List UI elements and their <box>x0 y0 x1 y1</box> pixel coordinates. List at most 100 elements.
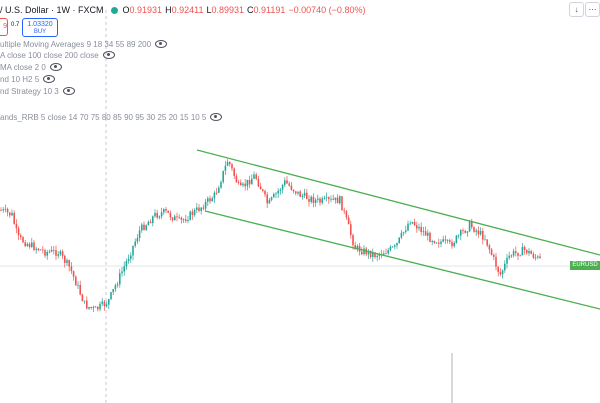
candle-body <box>361 251 363 255</box>
candle-body <box>345 211 348 218</box>
eye-icon[interactable] <box>43 75 56 83</box>
eye-icon[interactable] <box>62 87 75 95</box>
candle-body <box>486 239 488 246</box>
candle-body <box>398 237 400 243</box>
candle-body <box>495 256 497 267</box>
candle-body <box>277 190 279 194</box>
candle-body <box>72 271 75 277</box>
candle-body <box>138 230 141 239</box>
candle-body <box>156 212 158 218</box>
candle-body <box>226 161 229 166</box>
channel-lower-line[interactable] <box>204 210 600 310</box>
candle-body <box>438 242 440 244</box>
candle-body <box>61 251 64 256</box>
candle-body <box>134 241 136 246</box>
candle-body <box>493 254 495 257</box>
candle-body <box>299 191 301 197</box>
channel-upper-line[interactable] <box>196 149 600 256</box>
eye-icon[interactable] <box>49 63 62 71</box>
candle-body <box>79 284 81 295</box>
candle-body <box>473 227 475 232</box>
candle-body <box>442 239 444 242</box>
market-status-icon <box>110 6 118 14</box>
candle-body <box>369 250 372 258</box>
indicator-legend-item[interactable]: nd 10 H2 5 <box>0 73 56 85</box>
candle-body <box>17 228 20 236</box>
indicator-legend-item[interactable]: A close 100 close 200 close <box>0 49 115 61</box>
candle-body <box>303 192 306 196</box>
candle-body <box>363 248 365 255</box>
candle-body <box>136 238 139 242</box>
candle-body <box>26 243 29 247</box>
price-label-eurusd: EURUSD <box>570 261 600 270</box>
candles-group <box>0 159 541 312</box>
candle-body <box>44 250 46 256</box>
candle-body <box>248 179 251 185</box>
candle-body <box>149 221 152 224</box>
candle-body <box>233 168 235 177</box>
candle-body <box>515 251 517 253</box>
candle-body <box>202 207 205 209</box>
candle-body <box>532 254 535 258</box>
candle-body <box>497 266 499 273</box>
candle-body <box>471 221 473 228</box>
chevron-down-icon[interactable]: ↓ <box>569 2 584 17</box>
candle-body <box>22 237 24 243</box>
indicator-legend-item[interactable]: MA close 2 0 <box>0 61 62 73</box>
buy-button[interactable]: 1.03320 BUY <box>22 18 58 37</box>
candle-body <box>424 231 427 236</box>
candle-body <box>215 192 218 194</box>
candle-body <box>141 224 143 231</box>
candle-body <box>121 271 123 274</box>
indicator-label: nd 10 H2 5 <box>0 74 40 84</box>
candle-body <box>334 197 337 200</box>
indicator-legend-item[interactable]: ultiple Moving Averages 9 18 34 55 89 20… <box>0 38 168 50</box>
ohlc-high: H0.92411 <box>165 5 204 15</box>
eye-icon[interactable] <box>102 51 115 59</box>
candle-body <box>328 197 330 200</box>
ohlc-low: L0.89931 <box>206 5 245 15</box>
candle-body <box>292 189 295 192</box>
candle-body <box>116 284 119 286</box>
candle-body <box>341 196 343 211</box>
candle-body <box>66 260 68 263</box>
candle-body <box>477 230 480 235</box>
candle-body <box>191 211 194 216</box>
candle-body <box>0 210 2 211</box>
candle-body <box>185 219 187 222</box>
candle-body <box>475 230 477 232</box>
candle-body <box>55 250 57 256</box>
candle-body <box>53 249 55 251</box>
more-icon[interactable]: ⋯ <box>585 2 600 17</box>
candle-body <box>310 196 312 202</box>
candle-body <box>209 198 211 202</box>
candle-body <box>196 207 198 210</box>
symbol-title[interactable]: / U.S. Dollar · 1W · FXCM <box>0 5 104 15</box>
sell-button[interactable]: 9 <box>0 18 8 36</box>
candle-body <box>99 303 101 310</box>
candle-body <box>449 240 451 242</box>
candle-body <box>444 239 447 241</box>
indicator-legend-item[interactable]: nd Strategy 10 3 <box>0 85 75 97</box>
candle-body <box>50 249 53 252</box>
candle-body <box>405 230 407 233</box>
candle-body <box>482 230 484 240</box>
indicator-legend-item[interactable]: ands_RRB 5 close 14 70 75 80 85 90 95 30… <box>0 111 223 123</box>
candle-body <box>244 183 246 187</box>
candle-body <box>35 248 37 250</box>
candle-body <box>182 219 185 221</box>
candle-body <box>46 251 48 256</box>
eye-icon[interactable] <box>155 40 168 48</box>
candle-body <box>240 182 242 186</box>
eye-icon[interactable] <box>210 113 223 121</box>
candle-body <box>336 197 339 204</box>
candle-body <box>385 253 387 255</box>
candle-body <box>176 216 178 218</box>
indicator-label: MA close 2 0 <box>0 62 46 72</box>
candle-body <box>200 207 202 212</box>
indicator-label: ultiple Moving Averages 9 18 34 55 89 20… <box>0 39 152 49</box>
candle-body <box>330 198 332 200</box>
candle-body <box>530 250 532 255</box>
